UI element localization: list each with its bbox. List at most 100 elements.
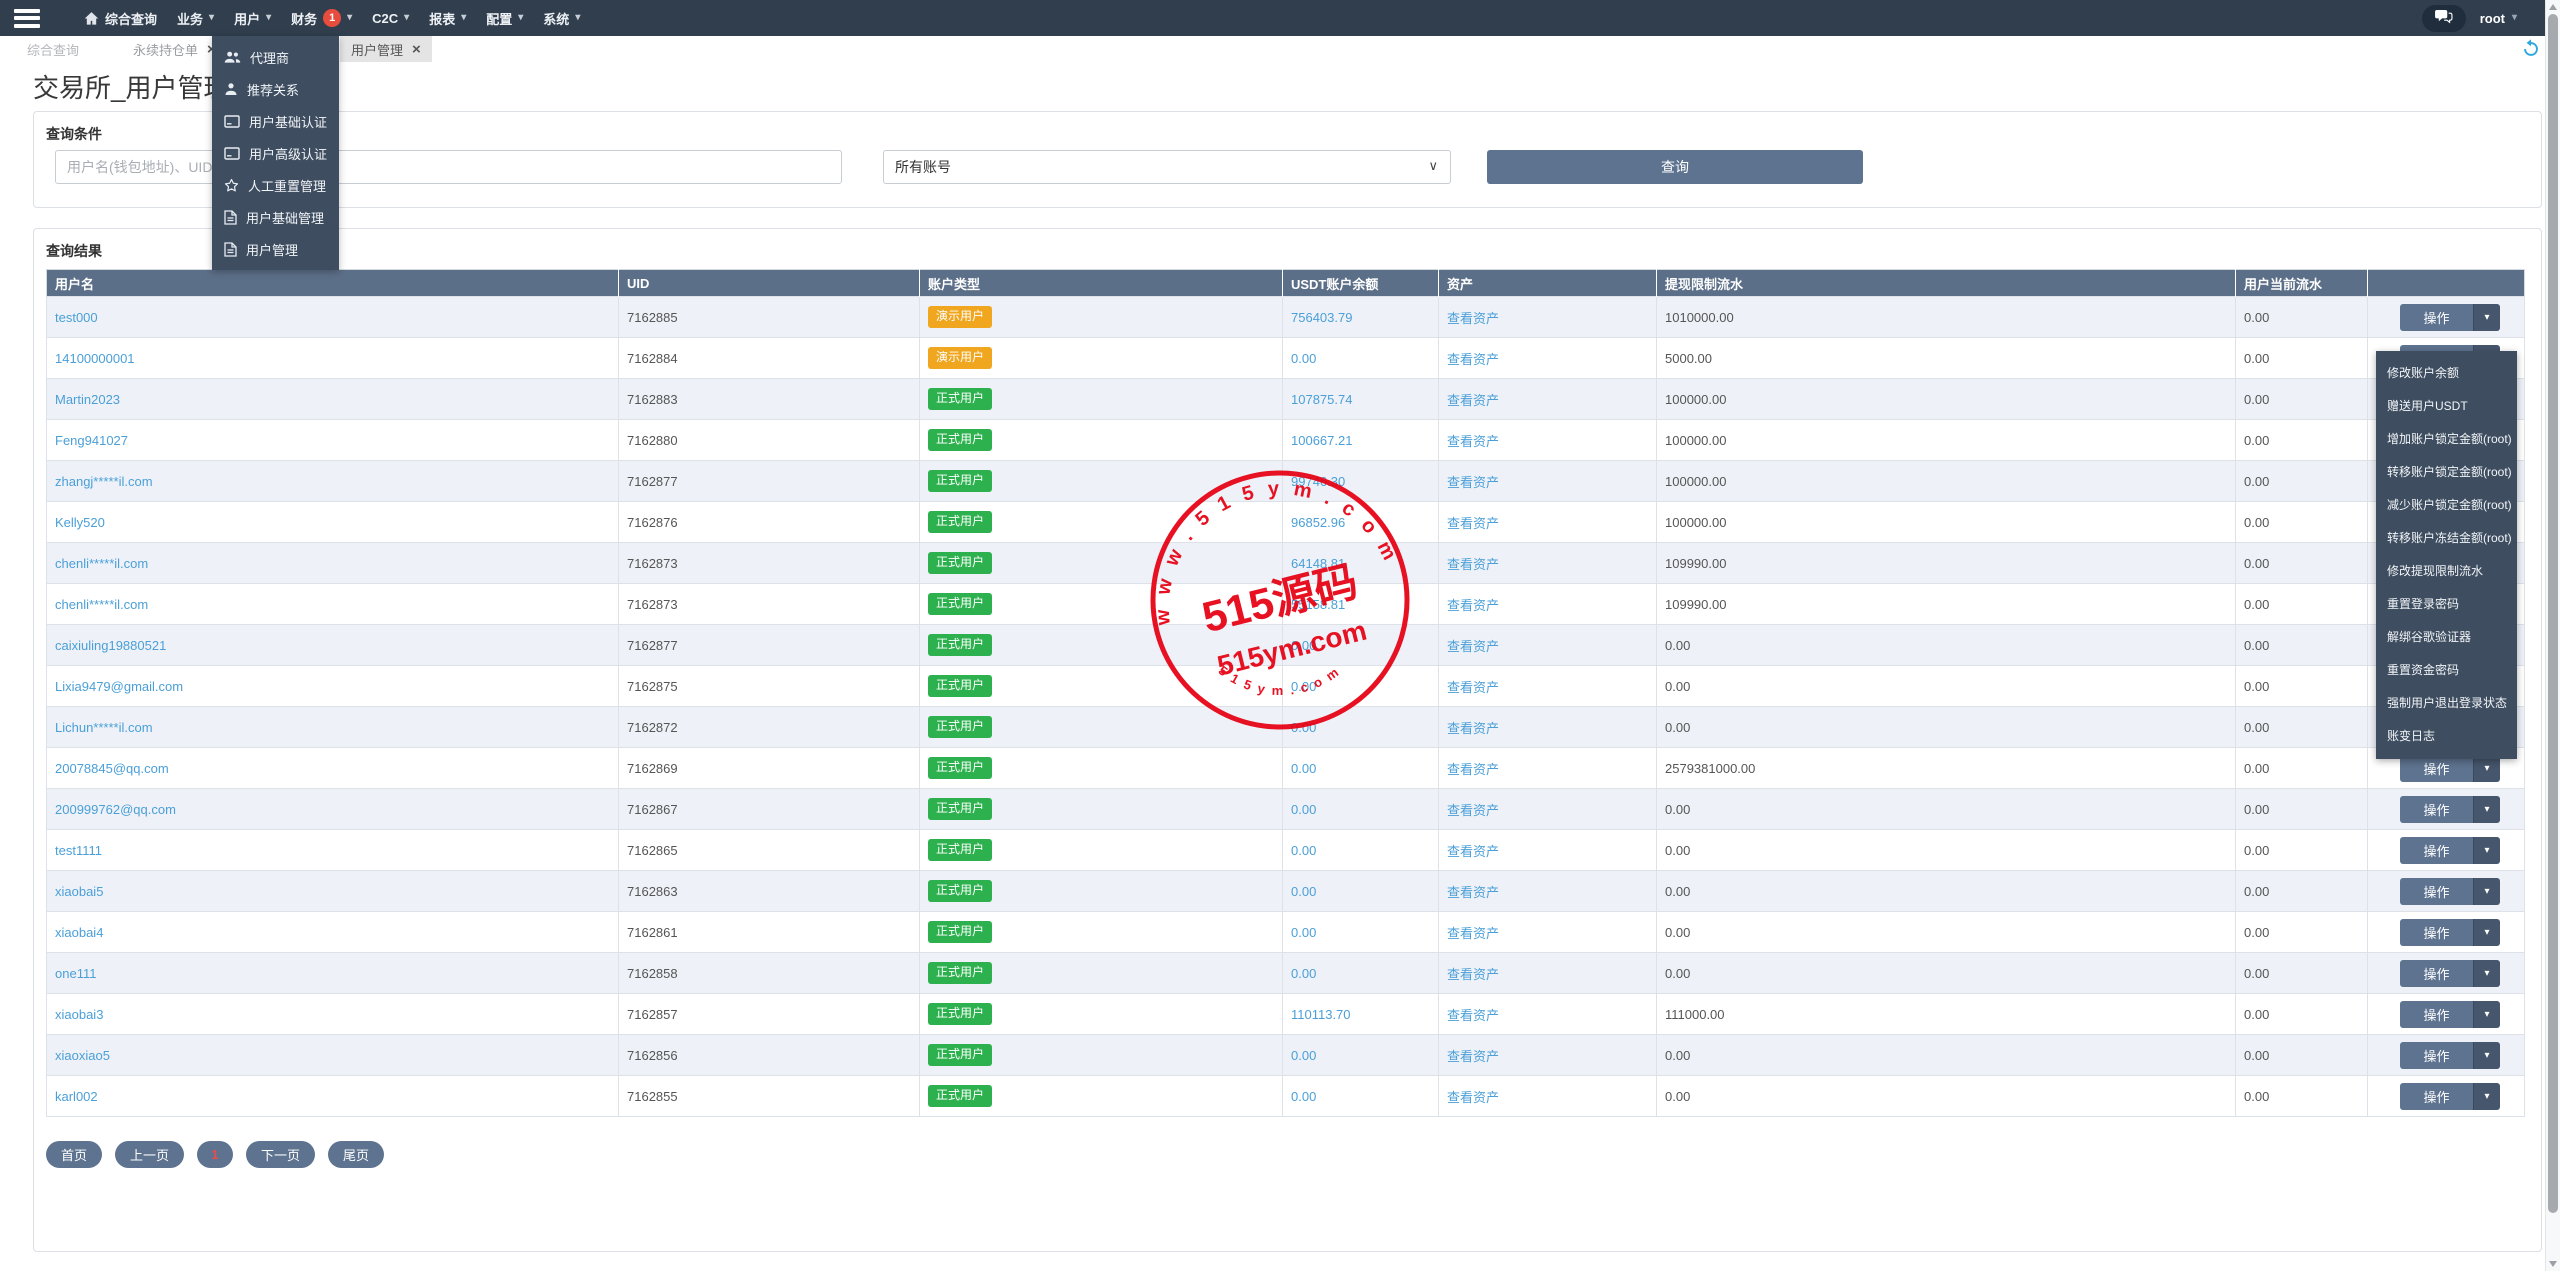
action-button[interactable]: 操作 xyxy=(2400,1041,2473,1069)
user-menu-item[interactable]: 用户基础管理 xyxy=(212,201,339,233)
view-assets-link[interactable]: 查看资产 xyxy=(1447,720,1500,736)
action-menu-item[interactable]: 重置资金密码 xyxy=(2387,663,2460,677)
view-assets-link[interactable]: 查看资产 xyxy=(1447,802,1500,818)
scrollbar-down-arrow[interactable] xyxy=(2549,1261,2557,1267)
username-link[interactable]: xiaobai3 xyxy=(55,1006,104,1022)
username-link[interactable]: one111 xyxy=(55,965,97,981)
action-menu-item[interactable]: 转移账户冻结金额(root) xyxy=(2387,531,2512,545)
action-button[interactable]: 操作 xyxy=(2400,877,2473,905)
action-button[interactable]: 操作 xyxy=(2400,1000,2473,1028)
close-tab-icon[interactable]: × xyxy=(207,42,216,57)
view-assets-link[interactable]: 查看资产 xyxy=(1447,679,1500,695)
username-link[interactable]: xiaoxiao5 xyxy=(55,1047,110,1063)
action-caret-button[interactable]: ▾ xyxy=(2473,918,2500,946)
username-link[interactable]: 20078845@qq.com xyxy=(55,760,169,776)
user-menu-item[interactable]: 人工重置管理 xyxy=(212,169,339,201)
usdt-balance-link[interactable]: 0.00 xyxy=(1291,719,1317,735)
username-link[interactable]: 200999762@qq.com xyxy=(55,801,176,817)
username-link[interactable]: test000 xyxy=(55,309,98,325)
username-link[interactable]: caixiuling19880521 xyxy=(55,637,167,653)
refresh-icon[interactable] xyxy=(2520,38,2544,62)
username-link[interactable]: chenli*****il.com xyxy=(55,596,149,612)
action-menu-item[interactable]: 转移账户锁定金额(root) xyxy=(2387,465,2512,479)
view-assets-link[interactable]: 查看资产 xyxy=(1447,925,1500,941)
username-link[interactable]: karl002 xyxy=(55,1088,98,1104)
view-assets-link[interactable]: 查看资产 xyxy=(1447,1048,1500,1064)
usdt-balance-link[interactable]: 100667.21 xyxy=(1291,432,1353,448)
messages-button[interactable] xyxy=(2421,4,2466,32)
username-link[interactable]: zhangj*****il.com xyxy=(55,473,153,489)
usdt-balance-link[interactable]: 0.00 xyxy=(1291,924,1317,940)
action-caret-button[interactable]: ▾ xyxy=(2473,1041,2500,1069)
view-assets-link[interactable]: 查看资产 xyxy=(1447,761,1500,777)
action-menu-item[interactable]: 修改提现限制流水 xyxy=(2387,564,2484,578)
close-tab-icon[interactable]: × xyxy=(412,40,421,58)
action-button[interactable]: 操作 xyxy=(2400,836,2473,864)
view-assets-link[interactable]: 查看资产 xyxy=(1447,1007,1500,1023)
account-type-select[interactable]: 所有账号 xyxy=(883,150,1451,184)
username-link[interactable]: Feng941027 xyxy=(55,432,129,448)
action-caret-button[interactable]: ▾ xyxy=(2473,795,2500,823)
username-link[interactable]: xiaobai4 xyxy=(55,924,104,940)
user-menu-item[interactable]: 推荐关系 xyxy=(212,73,339,105)
action-caret-button[interactable]: ▾ xyxy=(2473,877,2500,905)
page-button[interactable]: 1 xyxy=(197,1141,234,1168)
action-button[interactable]: 操作 xyxy=(2400,1082,2473,1110)
nav-item-user[interactable]: 用户 ▾ xyxy=(224,0,281,36)
hamburger-menu-icon[interactable] xyxy=(14,8,42,28)
user-menu-item[interactable]: 代理商 xyxy=(212,41,339,73)
view-assets-link[interactable]: 查看资产 xyxy=(1447,474,1500,490)
usdt-balance-link[interactable]: 0.00 xyxy=(1291,350,1317,366)
action-button[interactable]: 操作 xyxy=(2400,795,2473,823)
view-assets-link[interactable]: 查看资产 xyxy=(1447,433,1500,449)
page-button[interactable]: 下一页 xyxy=(246,1141,316,1168)
action-caret-button[interactable]: ▾ xyxy=(2473,1082,2500,1110)
username-link[interactable]: Lichun*****il.com xyxy=(55,719,153,735)
usdt-balance-link[interactable]: 64148.81 xyxy=(1291,555,1346,571)
query-button[interactable]: 查询 xyxy=(1487,150,1863,184)
action-caret-button[interactable]: ▾ xyxy=(2473,303,2500,331)
nav-item-finance[interactable]: 财务 1 ▾ xyxy=(281,0,362,36)
usdt-balance-link[interactable]: 0.00 xyxy=(1291,637,1317,653)
scrollbar-thumb[interactable] xyxy=(2548,14,2558,1213)
username-link[interactable]: test1111 xyxy=(55,842,102,858)
action-caret-button[interactable]: ▾ xyxy=(2473,836,2500,864)
usdt-balance-link[interactable]: 107875.74 xyxy=(1291,391,1353,407)
usdt-balance-link[interactable]: 0.00 xyxy=(1291,678,1317,694)
usdt-balance-link[interactable]: 96852.96 xyxy=(1291,514,1346,530)
username-link[interactable]: Lixia9479@gmail.com xyxy=(55,678,184,694)
nav-item-system[interactable]: 系统 ▾ xyxy=(533,0,590,36)
user-menu-item[interactable]: 用户管理 xyxy=(212,233,339,265)
action-menu-item[interactable]: 减少账户锁定金额(root) xyxy=(2387,498,2512,512)
username-link[interactable]: 14100000001 xyxy=(55,350,135,366)
usdt-balance-link[interactable]: 0.00 xyxy=(1291,1047,1317,1063)
action-button[interactable]: 操作 xyxy=(2400,918,2473,946)
view-assets-link[interactable]: 查看资产 xyxy=(1447,597,1500,613)
action-menu-item[interactable]: 赠送用户USDT xyxy=(2387,399,2468,413)
usdt-balance-link[interactable]: 0.00 xyxy=(1291,842,1317,858)
action-caret-button[interactable]: ▾ xyxy=(2473,754,2500,782)
username-link[interactable]: Kelly520 xyxy=(55,514,105,530)
action-menu-item[interactable]: 增加账户锁定金额(root) xyxy=(2387,432,2512,446)
usdt-balance-link[interactable]: 55158.81 xyxy=(1291,596,1346,612)
nav-item-config[interactable]: 配置 ▾ xyxy=(476,0,533,36)
action-menu-item[interactable]: 解绑谷歌验证器 xyxy=(2387,630,2472,644)
page-button[interactable]: 尾页 xyxy=(328,1141,385,1168)
user-account-menu[interactable]: root ▾ xyxy=(2480,11,2517,26)
action-button[interactable]: 操作 xyxy=(2400,959,2473,987)
usdt-balance-link[interactable]: 0.00 xyxy=(1291,1088,1317,1104)
action-button[interactable]: 操作 xyxy=(2400,754,2473,782)
usdt-balance-link[interactable]: 99746.30 xyxy=(1291,473,1346,489)
user-menu-item[interactable]: 用户基础认证 xyxy=(212,105,339,137)
view-assets-link[interactable]: 查看资产 xyxy=(1447,310,1500,326)
page-button[interactable]: 上一页 xyxy=(115,1141,185,1168)
tab-item[interactable]: 综合查询 xyxy=(16,36,90,62)
username-link[interactable]: Martin2023 xyxy=(55,391,121,407)
view-assets-link[interactable]: 查看资产 xyxy=(1447,1089,1500,1105)
usdt-balance-link[interactable]: 0.00 xyxy=(1291,965,1317,981)
username-link[interactable]: chenli*****il.com xyxy=(55,555,149,571)
action-caret-button[interactable]: ▾ xyxy=(2473,959,2500,987)
nav-item-business[interactable]: 业务 ▾ xyxy=(167,0,224,36)
view-assets-link[interactable]: 查看资产 xyxy=(1447,884,1500,900)
action-button[interactable]: 操作 xyxy=(2400,303,2473,331)
